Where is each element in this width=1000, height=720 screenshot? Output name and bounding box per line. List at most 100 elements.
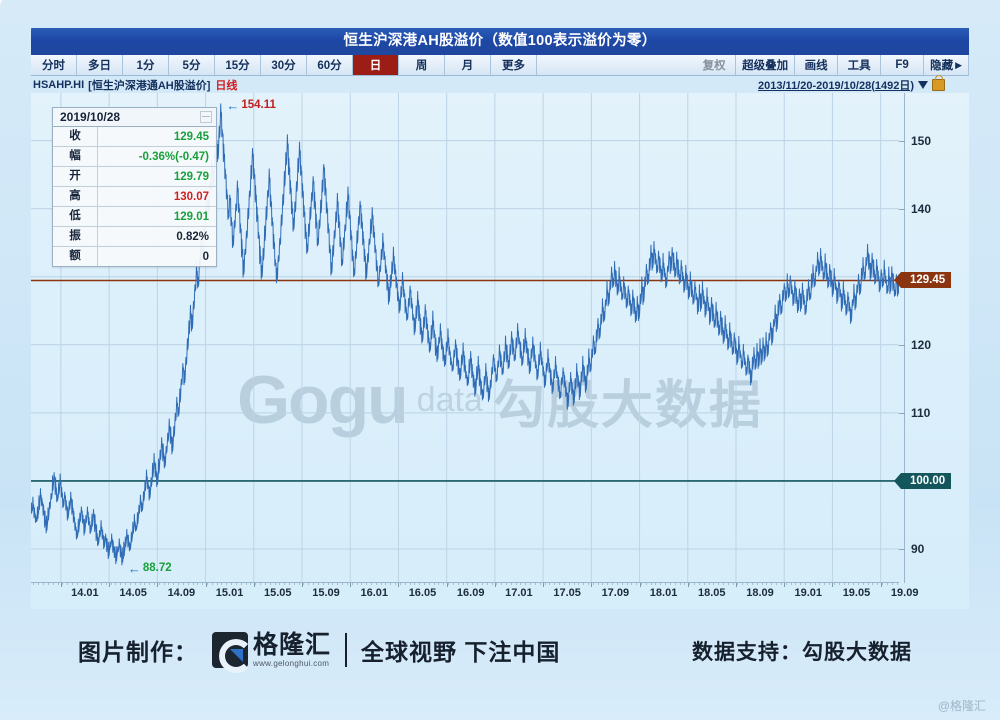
period-tab-4[interactable]: 15分 (215, 55, 261, 75)
x-minor-tick (853, 583, 855, 585)
quote-row: 幅 -0.36%(-0.47) (53, 147, 216, 167)
period-tab-9[interactable]: 月 (445, 55, 491, 75)
x-minor-tick (317, 583, 319, 585)
period-tab-8[interactable]: 周 (399, 55, 445, 75)
lock-icon[interactable] (932, 74, 945, 91)
y-tick (899, 344, 905, 346)
corner-watermark: @格隆汇 (937, 699, 986, 713)
x-minor-tick (559, 583, 561, 585)
footer-credit-group: 图片制作： 格隆汇 www.gelonghui.com 全球视野 下注中国 (78, 632, 560, 673)
tool-tab-0[interactable]: 复权 (693, 55, 737, 75)
y-tick (899, 548, 905, 550)
price-plot[interactable]: ← 154.11 ← 88.72 (31, 93, 899, 583)
x-axis-label: 15.01 (215, 587, 244, 599)
symbol-name: [恒生沪深港通AH股溢价] (88, 79, 211, 92)
x-minor-tick (882, 583, 884, 585)
arrow-left-icon: ← (226, 97, 240, 113)
x-minor-tick (843, 583, 845, 585)
x-minor-tick (641, 583, 642, 585)
chevron-down-icon[interactable] (918, 80, 928, 89)
x-minor-tick (607, 583, 609, 585)
x-minor-tick (698, 583, 700, 585)
x-minor-tick (616, 583, 618, 585)
x-minor-tick (370, 583, 372, 585)
period-label: 日线 (215, 79, 238, 92)
toolbar-spacer (537, 55, 693, 75)
period-tab-10[interactable]: 更多 (491, 55, 537, 75)
date-range-label[interactable]: 2013/11/20-2019/10/28(1492日) (758, 79, 914, 92)
x-minor-tick (722, 583, 724, 585)
x-tick (784, 583, 786, 587)
x-minor-tick (86, 583, 88, 585)
x-minor-tick (235, 583, 237, 585)
x-minor-tick (245, 583, 247, 585)
quote-info-header: 2019/10/28 (53, 108, 216, 127)
x-minor-tick (790, 583, 792, 585)
current-price-tag[interactable]: 129.45 (893, 272, 952, 289)
x-minor-tick (153, 583, 155, 585)
symbol-code: HSAHP.HI (33, 78, 85, 91)
quote-row: 高 130.07 (53, 187, 216, 207)
tool-tab-2[interactable]: 画线 (795, 55, 839, 75)
x-axis-label: 18.01 (649, 587, 678, 599)
baseline-price-tag[interactable]: 100.00 (893, 472, 952, 489)
quote-info-box[interactable]: 2019/10/28 收 129.45 幅 -0.36%(-0.47) 开 129.79 高… (52, 107, 217, 267)
x-minor-tick (544, 583, 546, 585)
x-minor-tick (602, 583, 604, 585)
gelonghui-logo-icon (212, 632, 253, 673)
x-minor-tick (448, 583, 450, 585)
period-tab-6[interactable]: 60分 (307, 55, 353, 75)
chart-application-window: 恒生沪深港AH股溢价（数值100表示溢价为零） 分时 多日 1分 5分 15分 30分 60… (31, 28, 969, 609)
y-tick (899, 412, 905, 414)
x-minor-tick (303, 583, 305, 585)
x-minor-tick (824, 583, 826, 585)
x-minor-tick (877, 583, 879, 585)
x-tick (253, 583, 255, 587)
expand-right-icon[interactable]: ▶ (955, 59, 962, 70)
quote-row-value: 130.07 (173, 190, 209, 203)
period-tab-5[interactable]: 30分 (261, 55, 307, 75)
x-minor-tick (96, 583, 98, 585)
x-minor-tick (896, 583, 898, 585)
x-axis-label: 14.01 (71, 587, 99, 599)
x-minor-tick (327, 583, 329, 585)
x-minor-tick (539, 583, 541, 585)
x-minor-tick (751, 583, 753, 585)
period-tab-2[interactable]: 1分 (123, 55, 169, 75)
x-minor-tick (71, 583, 73, 585)
quote-row-key: 幅 (53, 147, 98, 166)
x-minor-tick (62, 583, 64, 585)
x-minor-tick (221, 583, 223, 585)
x-minor-tick (419, 583, 421, 585)
period-tab-1[interactable]: 多日 (77, 55, 123, 75)
x-minor-tick (867, 583, 869, 585)
x-minor-tick (43, 583, 45, 585)
x-minor-tick (163, 583, 165, 585)
page-footer: 图片制作： 格隆汇 www.gelonghui.com 全球视野 下注中国 数据… (0, 610, 1000, 720)
x-axis-label: 19.09 (890, 587, 919, 599)
x-minor-tick (713, 583, 715, 585)
x-minor-tick (833, 583, 835, 585)
tool-tab-4[interactable]: F9 (881, 55, 925, 75)
chart-canvas-area[interactable]: Gogu data 勾股大数据 ←154.11←88.72 9010011012… (31, 93, 969, 609)
period-tab-3[interactable]: 5分 (169, 55, 215, 75)
close-icon[interactable] (200, 111, 212, 123)
x-minor-tick (761, 583, 763, 585)
x-minor-tick (766, 583, 768, 585)
x-minor-tick (399, 583, 401, 585)
tool-tab-5[interactable]: 隐藏 ▶ (924, 55, 969, 75)
tool-tab-3[interactable]: 工具 (838, 55, 882, 75)
x-minor-tick (168, 583, 170, 585)
period-tab-0[interactable]: 分时 (31, 55, 77, 75)
tool-tab-1[interactable]: 超级叠加 (736, 55, 796, 75)
x-minor-tick (732, 583, 734, 585)
date-range-control[interactable]: 2013/11/20-2019/10/28(1492日) (758, 74, 945, 93)
x-minor-tick (858, 583, 859, 585)
period-tab-7[interactable]: 日 (353, 55, 399, 75)
x-minor-tick (178, 583, 180, 585)
quote-row-value: 129.01 (173, 210, 209, 223)
quote-row-value: 129.79 (173, 170, 209, 183)
x-minor-tick (250, 583, 252, 585)
x-minor-tick (481, 583, 483, 585)
x-minor-tick (433, 583, 435, 585)
